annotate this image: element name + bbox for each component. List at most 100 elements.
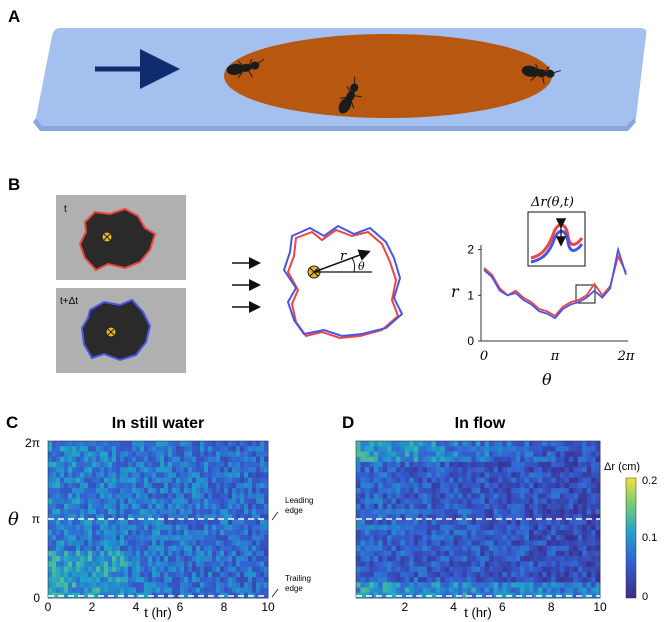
heatmap-cell bbox=[84, 509, 89, 515]
heatmap-cell bbox=[160, 582, 165, 588]
heatmap-cell bbox=[60, 577, 65, 583]
heatmap-cell bbox=[108, 503, 113, 510]
heatmap-cell bbox=[140, 477, 145, 484]
heatmap-cell bbox=[92, 451, 97, 458]
heatmap-cell bbox=[228, 535, 233, 541]
heatmap-cell bbox=[435, 535, 441, 541]
heatmap-cell bbox=[364, 461, 370, 468]
heatmap-cell bbox=[72, 561, 77, 567]
heatmap-cell bbox=[64, 456, 69, 463]
heatmap-cell bbox=[480, 566, 486, 573]
heatmap-cell bbox=[180, 540, 185, 547]
heatmap-cell bbox=[236, 488, 241, 494]
heatmap-cell bbox=[529, 472, 534, 479]
heatmap-cell bbox=[453, 509, 459, 515]
heatmap-cell bbox=[48, 545, 53, 552]
heatmap-cell bbox=[484, 503, 490, 510]
heatmap-cell bbox=[493, 482, 499, 489]
heatmap-cell bbox=[52, 540, 57, 547]
heatmap-cell bbox=[542, 488, 548, 494]
heatmap-cell bbox=[256, 509, 261, 515]
heatmap-cell bbox=[409, 529, 415, 536]
heatmap-cell bbox=[524, 467, 530, 473]
heatmap-cell bbox=[471, 493, 477, 499]
heatmap-cell bbox=[356, 472, 361, 479]
panel-b-letter: B bbox=[8, 175, 20, 194]
heatmap-cell bbox=[112, 545, 117, 552]
heatmap-cell bbox=[382, 509, 388, 515]
heatmap-cell bbox=[413, 451, 419, 458]
heatmap-cell bbox=[216, 472, 221, 479]
heatmap-cell bbox=[422, 446, 428, 452]
heatmap-cell bbox=[369, 456, 375, 463]
heatmap-cell bbox=[395, 461, 401, 468]
heatmap-cell bbox=[591, 498, 596, 505]
heatmap-cell bbox=[104, 592, 109, 599]
zoom-box bbox=[575, 284, 596, 304]
heatmap-cell bbox=[152, 524, 157, 531]
heatmap-cell bbox=[80, 498, 85, 505]
heatmap-cell bbox=[176, 461, 181, 468]
heatmap-cell bbox=[444, 561, 450, 567]
heatmap-cell bbox=[88, 550, 93, 557]
heatmap-cell bbox=[76, 477, 81, 484]
heatmap-cell bbox=[228, 587, 233, 594]
heatmap-cell bbox=[573, 441, 579, 447]
heatmap-cell bbox=[124, 545, 129, 552]
heatmap-cell bbox=[360, 441, 366, 447]
heatmap-cell bbox=[409, 451, 415, 458]
heatmap-cell bbox=[515, 467, 521, 473]
heatmap-cell bbox=[356, 482, 361, 489]
heatmap-cell bbox=[84, 451, 89, 458]
heatmap-cell bbox=[56, 456, 61, 463]
heatmap-cell bbox=[56, 472, 61, 479]
r-plot-xtick-label: 2π bbox=[617, 349, 635, 364]
heatmap-cell bbox=[184, 540, 189, 547]
heatmap-cell bbox=[435, 545, 441, 552]
heatmap-cell bbox=[586, 456, 592, 463]
heatmap-cell bbox=[568, 582, 574, 588]
heatmap-cell bbox=[140, 509, 145, 515]
heatmap-cell bbox=[444, 472, 450, 479]
heatmap-cell bbox=[489, 571, 494, 578]
heatmap-cell bbox=[435, 524, 441, 531]
heatmap-cell bbox=[471, 509, 477, 515]
heatmap-cell bbox=[356, 571, 361, 578]
heatmap-cell bbox=[180, 524, 185, 531]
heatmap-cell bbox=[108, 535, 113, 541]
heatmap-cell bbox=[96, 540, 101, 547]
heatmap-cell bbox=[144, 561, 149, 567]
heatmap-cell bbox=[435, 498, 441, 505]
heatmap-cell bbox=[104, 441, 109, 447]
heatmap-cell bbox=[228, 488, 233, 494]
heatmap-cell bbox=[555, 582, 561, 588]
heatmap-cell bbox=[192, 503, 197, 510]
heatmap-cell bbox=[244, 545, 249, 552]
heatmap-cell bbox=[413, 477, 419, 484]
heatmap-cell bbox=[418, 477, 423, 484]
heatmap-cell bbox=[184, 488, 189, 494]
heatmap-cell bbox=[475, 519, 481, 526]
heatmap-cell bbox=[426, 519, 432, 526]
heatmap-cell bbox=[236, 571, 241, 578]
heatmap-cell bbox=[595, 577, 601, 583]
heatmap-cell bbox=[480, 477, 486, 484]
heatmap-cell bbox=[220, 482, 225, 489]
heatmap-cell bbox=[84, 498, 89, 505]
heatmap-cell bbox=[577, 456, 583, 463]
heatmap-cell bbox=[542, 529, 548, 536]
heatmap-cell bbox=[475, 493, 481, 499]
heatmap-cell bbox=[378, 488, 384, 494]
heatmap-cell bbox=[471, 451, 477, 458]
heatmap-cell bbox=[160, 451, 165, 458]
heatmap-cell bbox=[56, 545, 61, 552]
heatmap-cell bbox=[382, 461, 388, 468]
heatmap-cell bbox=[497, 472, 503, 479]
heatmap-cell bbox=[200, 451, 205, 458]
heatmap-cell bbox=[387, 524, 392, 531]
heatmap-cell bbox=[400, 446, 406, 452]
heatmap-cell bbox=[555, 561, 561, 567]
heatmap-cell bbox=[422, 467, 428, 473]
heatmap-cell bbox=[204, 529, 209, 536]
heatmap-cell bbox=[156, 493, 161, 499]
